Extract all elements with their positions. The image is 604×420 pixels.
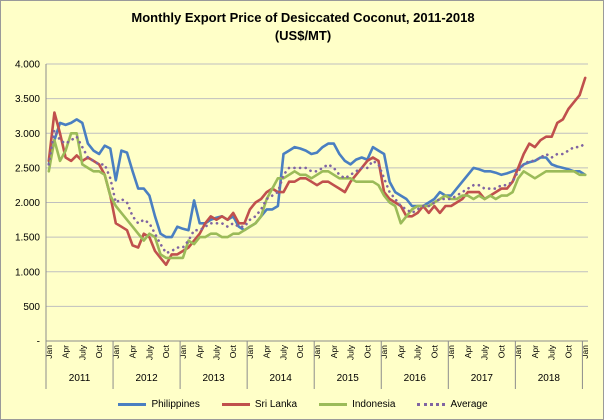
legend-item-indonesia: Indonesia xyxy=(319,399,395,410)
x-year-label: 2018 xyxy=(538,373,561,384)
x-month-label: Oct xyxy=(161,344,171,358)
legend-item-average: Average xyxy=(417,398,488,410)
y-tick-label: 4.000 xyxy=(15,60,40,71)
legend: Philippines Sri Lanka Indonesia Average xyxy=(1,395,604,413)
legend-label-average: Average xyxy=(450,398,488,410)
x-year-label: 2016 xyxy=(404,373,427,384)
x-month-label: Jan xyxy=(580,345,590,359)
x-month-label: Apr xyxy=(329,345,339,358)
x-year-label: 2012 xyxy=(135,373,158,384)
x-month-label: Jan xyxy=(513,345,523,359)
x-month-label: Apr xyxy=(396,345,406,358)
chart-subtitle: (US$/MT) xyxy=(274,28,332,43)
x-month-label: July xyxy=(480,344,490,360)
legend-swatch-philippines xyxy=(118,402,147,406)
x-year-label: 2017 xyxy=(471,373,494,384)
x-month-label: July xyxy=(211,344,221,360)
x-month-label: Oct xyxy=(295,344,305,358)
x-month-label: Jan xyxy=(245,345,255,359)
x-month-label: Apr xyxy=(61,345,71,358)
series-line-philippines xyxy=(47,118,587,239)
x-month-label: July xyxy=(278,344,288,360)
legend-label-sri-lanka: Sri Lanka xyxy=(254,398,298,410)
legend-label-philippines: Philippines xyxy=(151,398,200,410)
legend-swatch-indonesia xyxy=(319,402,348,406)
legend-swatch-average xyxy=(417,402,446,406)
y-tick-label: 500 xyxy=(23,302,40,313)
legend-item-sri-lanka: Sri Lanka xyxy=(221,398,298,410)
y-tick-label: 1.500 xyxy=(15,233,40,244)
x-month-label: Jan xyxy=(379,345,389,359)
x-year-label: 2013 xyxy=(203,373,226,384)
x-month-label: Oct xyxy=(496,344,506,358)
series-line-indonesia xyxy=(47,132,587,260)
x-month-label: July xyxy=(77,344,87,360)
y-tick-label: 3.000 xyxy=(15,129,40,140)
legend-swatch-sri-lanka xyxy=(221,402,250,406)
x-month-label: Apr xyxy=(262,345,272,358)
y-tick-label: 3.500 xyxy=(15,94,40,105)
y-tick-label: 1.000 xyxy=(15,267,40,278)
x-month-label: Oct xyxy=(94,344,104,358)
x-year-label: 2011 xyxy=(69,373,91,384)
x-month-label: July xyxy=(346,344,356,360)
chart-title: Monthly Export Price of Desiccated Cocon… xyxy=(131,10,475,25)
x-year-label: 2015 xyxy=(337,373,360,384)
y-tick-label: 2.500 xyxy=(15,163,40,174)
x-month-label: Jan xyxy=(178,345,188,359)
x-month-label: Oct xyxy=(362,344,372,358)
series-line-average xyxy=(47,128,587,255)
x-month-label: Apr xyxy=(128,345,138,358)
x-month-label: Oct xyxy=(563,344,573,358)
x-month-label: Jan xyxy=(446,345,456,359)
x-month-label: Jan xyxy=(312,345,322,359)
chart-title-block: Monthly Export Price of Desiccated Cocon… xyxy=(1,9,604,45)
x-month-label: Apr xyxy=(530,345,540,358)
legend-item-philippines: Philippines xyxy=(118,398,200,410)
y-tick-label: - xyxy=(37,337,40,348)
x-year-label: 2014 xyxy=(270,373,293,384)
y-tick-label: 2.000 xyxy=(15,198,40,209)
series-line-sri-lanka xyxy=(47,76,587,267)
x-month-label: Jan xyxy=(111,345,121,359)
x-month-label: Apr xyxy=(463,345,473,358)
x-month-label: July xyxy=(144,344,154,360)
x-month-label: July xyxy=(413,344,423,360)
x-month-label: Oct xyxy=(429,344,439,358)
legend-label-indonesia: Indonesia xyxy=(352,398,396,410)
x-month-label: Oct xyxy=(228,344,238,358)
x-month-label: Apr xyxy=(195,345,205,358)
x-month-label: July xyxy=(547,344,557,360)
x-month-label: Jan xyxy=(44,345,54,359)
